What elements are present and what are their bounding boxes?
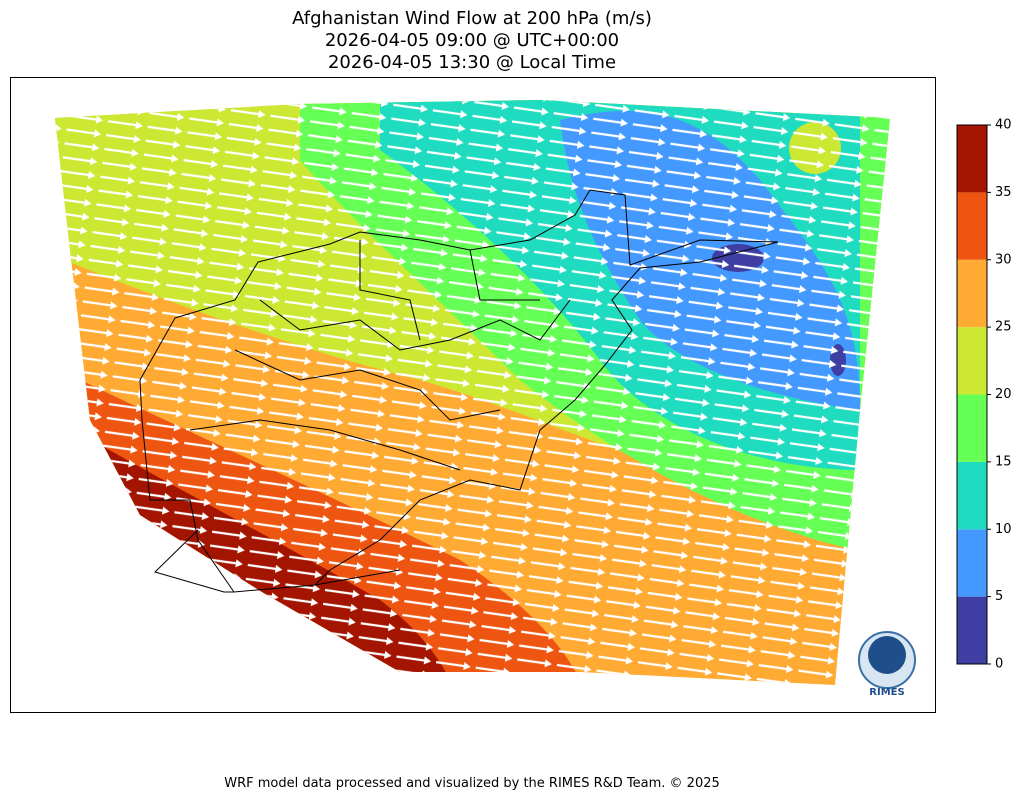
colorbar-segment — [957, 529, 987, 597]
colorbar: 0 5 10 15 20 25 30 35 40 — [956, 118, 1012, 672]
logo-text: RIMES — [869, 687, 904, 698]
colorbar-tick-label: 35 — [995, 185, 1012, 200]
colorbar-tick-label: 20 — [995, 387, 1012, 402]
colorbar-tick-label: 15 — [995, 454, 1012, 469]
colorbar-segment — [957, 461, 987, 530]
colorbar-segment — [957, 192, 987, 260]
colorbar-tick-label: 10 — [995, 522, 1012, 537]
map-frame — [10, 77, 936, 713]
colorbar-segment — [957, 596, 987, 664]
logo: RIMES — [858, 631, 916, 698]
footer: WRF model data processed and visualized … — [224, 776, 720, 791]
colorbar-tick-label: 5 — [995, 589, 1003, 604]
colorbar-segment — [957, 125, 987, 193]
wind-field — [55, 100, 890, 685]
colorbar-tick-label: 0 — [995, 657, 1003, 672]
title-line: 2026-04-05 13:30 @ Local Time — [328, 52, 616, 73]
title-line: 2026-04-05 09:00 @ UTC+00:00 — [325, 30, 619, 51]
colorbar-tick-label: 40 — [995, 118, 1012, 133]
borders — [139, 189, 779, 593]
title-line: Afghanistan Wind Flow at 200 hPa (m/s) — [292, 8, 652, 29]
colorbar-segment — [957, 327, 987, 395]
colorbar-segment — [957, 259, 987, 328]
colorbar-segment — [957, 394, 987, 462]
colorbar-tick-label: 30 — [995, 252, 1012, 267]
colorbar-tick-label: 25 — [995, 320, 1012, 335]
